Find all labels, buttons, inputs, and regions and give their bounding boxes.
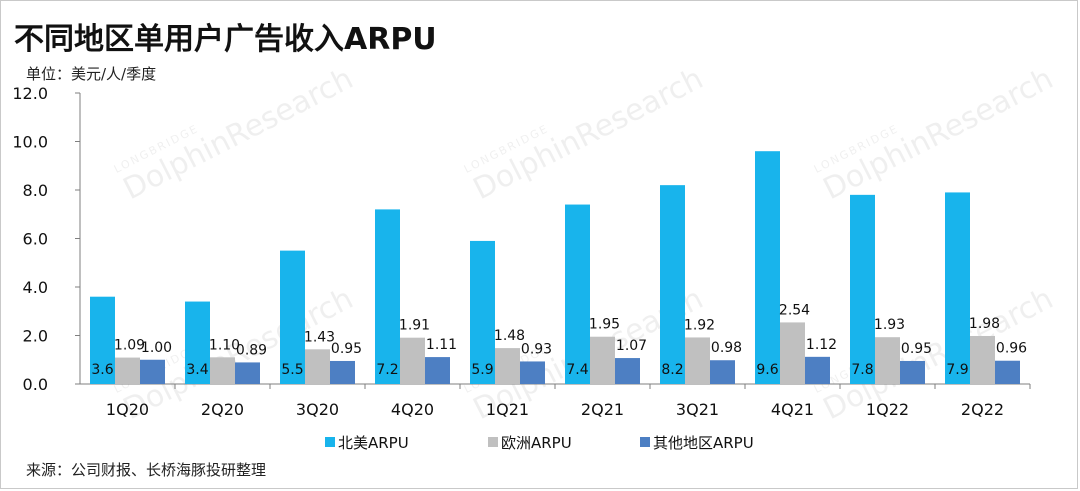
data-label: 0.98 [711, 340, 742, 356]
data-label: 0.89 [236, 342, 267, 358]
y-tick-label: 2.0 [23, 327, 48, 346]
legend: 北美ARPU 欧洲ARPU 其他地区ARPU [325, 434, 754, 452]
bar-north-america [90, 296, 115, 384]
bar-north-america [755, 151, 780, 384]
data-label: 0.96 [996, 341, 1027, 357]
data-label: 1.43 [304, 329, 335, 345]
data-label: 2.54 [779, 302, 810, 318]
data-label: 1.12 [806, 337, 837, 353]
y-tick-label: 6.0 [23, 230, 48, 249]
data-label: 5.9 [471, 362, 493, 378]
data-label: 0.93 [521, 341, 552, 357]
bar-north-america [185, 301, 210, 384]
bar-other [330, 360, 355, 384]
svg-text:DolphinResearch: DolphinResearch [118, 61, 359, 207]
legend-label: 北美ARPU [338, 434, 409, 452]
bar-europe [305, 349, 330, 384]
bar-europe [590, 336, 615, 384]
bar-other [425, 357, 450, 384]
chart-title: 不同地区单用户广告收入ARPU [14, 22, 437, 57]
bar-europe [210, 357, 235, 384]
data-label: 1.11 [426, 337, 457, 353]
data-label: 7.4 [566, 362, 588, 378]
bars [90, 151, 1020, 384]
y-tick-label: 10.0 [12, 133, 48, 152]
data-label: 7.8 [851, 362, 873, 378]
data-label: 1.92 [684, 317, 715, 333]
x-tick-label: 1Q20 [106, 400, 149, 419]
legend-swatch [325, 437, 335, 447]
bar-europe [685, 337, 710, 384]
bar-europe [970, 335, 995, 384]
bar-europe [780, 322, 805, 384]
bar-north-america [945, 192, 970, 384]
legend-label: 欧洲ARPU [501, 434, 572, 452]
y-tick-label: 0.0 [23, 375, 48, 394]
data-label: 1.10 [209, 337, 240, 353]
legend-swatch [640, 437, 650, 447]
data-labels: 3.6 3.4 5.5 7.2 5.9 7.4 8.2 9.6 7.8 7.9 1.09 1.10 1.… [91, 302, 1027, 378]
bar-europe [115, 357, 140, 384]
data-label: 1.00 [141, 340, 172, 356]
data-label: 7.9 [946, 362, 968, 378]
bar-other [900, 360, 925, 384]
data-label: 1.07 [616, 338, 647, 354]
x-tick-label: 1Q22 [866, 400, 909, 419]
data-label: 1.93 [874, 317, 905, 333]
bar-north-america [375, 209, 400, 384]
data-label: 0.95 [331, 341, 362, 357]
bar-other [520, 361, 545, 384]
data-label: 1.91 [399, 318, 430, 334]
bar-north-america [280, 250, 305, 384]
bar-north-america [470, 240, 495, 384]
bar-other [615, 358, 640, 384]
data-label: 5.5 [281, 362, 303, 378]
bar-north-america [660, 185, 685, 384]
data-label: 3.6 [91, 362, 113, 378]
bar-other [805, 356, 830, 384]
bar-north-america [565, 204, 590, 384]
x-tick-label: 4Q20 [391, 400, 434, 419]
data-label: 3.4 [186, 362, 208, 378]
data-label: 7.2 [376, 362, 398, 378]
y-tick-label: 4.0 [23, 278, 48, 297]
bar-other [140, 359, 165, 384]
bar-other [710, 360, 735, 384]
bar-north-america [850, 194, 875, 384]
y-tick-label: 12.0 [12, 84, 48, 103]
data-label: 1.48 [494, 328, 525, 344]
bar-europe [495, 348, 520, 384]
x-tick-label: 2Q22 [961, 400, 1004, 419]
data-label: 9.6 [756, 362, 778, 378]
data-label: 1.95 [589, 317, 620, 333]
source-note: 来源：公司财报、长桥海豚投研整理 [26, 461, 267, 479]
x-tick-label: 4Q21 [771, 400, 814, 419]
data-label: 0.95 [901, 341, 932, 357]
data-label: 1.09 [114, 338, 145, 354]
x-tick-label: 1Q21 [486, 400, 529, 419]
x-tick-label: 3Q20 [296, 400, 339, 419]
svg-text:DolphinResearch: DolphinResearch [818, 61, 1059, 207]
data-label: 1.98 [969, 316, 1000, 332]
unit-label: 单位：美元/人/季度 [26, 65, 157, 83]
y-tick-label: 8.0 [23, 181, 48, 200]
bar-europe [400, 337, 425, 384]
x-tick-label: 3Q21 [676, 400, 719, 419]
x-tick-label: 2Q21 [581, 400, 624, 419]
bar-other [995, 360, 1020, 384]
bar-other [235, 362, 260, 384]
bar-europe [875, 337, 900, 384]
legend-swatch [488, 437, 498, 447]
data-label: 8.2 [661, 362, 683, 378]
legend-label: 其他地区ARPU [653, 434, 754, 452]
x-tick-label: 2Q20 [201, 400, 244, 419]
